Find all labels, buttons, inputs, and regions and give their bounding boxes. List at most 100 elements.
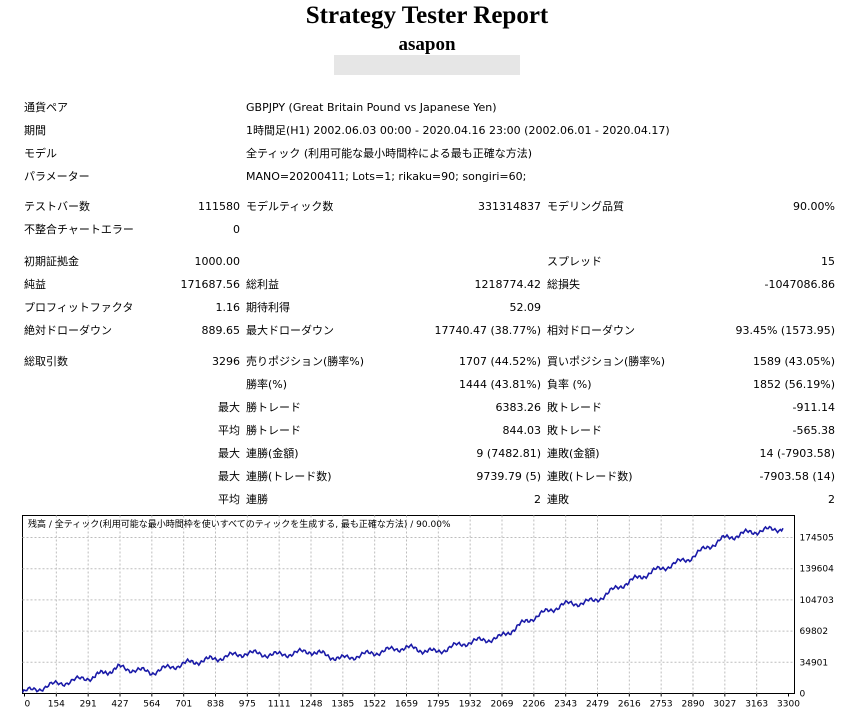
ticks-value: 331314837 (478, 200, 541, 213)
spread-value: 15 (821, 255, 835, 268)
x-tick-label: 1932 (459, 700, 482, 710)
x-tick-label: 2343 (554, 700, 577, 710)
ticks-label: モデルティック数 (246, 200, 334, 213)
x-axis-ticks: 0 154 291 427 564 701 838 975 1111 1248 1385 1522 16… (24, 693, 800, 710)
abs-drawdown-label: 絶対ドローダウン (24, 324, 112, 337)
gross-profit-label: 総利益 (246, 278, 279, 291)
x-tick-label: 1111 (268, 700, 291, 710)
errors-value: 0 (233, 223, 240, 236)
redacted-field (334, 55, 520, 75)
largest-win-label: 勝トレード (246, 401, 301, 414)
loss-rate-value: 1852 (56.19%) (752, 378, 835, 391)
period-label: 期間 (24, 124, 46, 137)
profit-factor-label: プロフィットファクタ (24, 301, 134, 314)
gross-loss-value: -1047086.86 (764, 278, 835, 291)
balance-chart: 0 154 291 427 564 701 838 975 1111 1248 1385 1522 16… (22, 515, 835, 710)
avg-loss-value: -565.38 (792, 424, 835, 437)
report-title: Strategy Tester Report (305, 2, 549, 29)
x-tick-label: 1659 (395, 700, 418, 710)
net-profit-value: 171687.56 (180, 278, 241, 291)
expected-payoff-label: 期待利得 (246, 301, 290, 314)
deposit-label: 初期証拠金 (24, 255, 79, 268)
errors-label: 不整合チャートエラー (24, 223, 134, 236)
symbol-value: GBPJPY (Great Britain Pound vs Japanese … (246, 101, 497, 114)
short-positions-value: 1707 (44.52%) (458, 355, 541, 368)
quality-label: モデリング品質 (547, 200, 624, 213)
cons-profit-label: 連勝(トレード数) (246, 470, 332, 483)
chart-plot-frame (22, 515, 795, 694)
avg-win-value: 844.03 (502, 424, 542, 437)
y-tick-label: 139604 (800, 565, 835, 575)
abs-drawdown-value: 889.65 (201, 324, 241, 337)
model-label: モデル (24, 147, 57, 160)
loss-rate-label: 負率 (%) (547, 378, 592, 391)
largest-loss-value: -911.14 (792, 401, 835, 414)
x-tick-label: 427 (111, 700, 128, 710)
x-tick-label: 1522 (363, 700, 386, 710)
balance-series-line (22, 525, 784, 693)
y-tick-label: 34901 (800, 658, 829, 668)
average-word: 平均 (218, 424, 240, 437)
x-tick-label: 975 (239, 700, 256, 710)
y-tick-label: 174505 (800, 534, 834, 544)
cons-wins-label: 連勝(金額) (246, 447, 299, 460)
cons-wins-value: 9 (7482.81) (476, 447, 541, 460)
x-tick-label: 701 (175, 700, 192, 710)
max-word: 最大 (218, 470, 240, 483)
profit-factor-value: 1.16 (215, 301, 241, 314)
total-trades-value: 3296 (212, 355, 240, 368)
average-word: 平均 (218, 493, 240, 506)
x-tick-label: 564 (143, 700, 160, 710)
avg-cons-losses-value: 2 (828, 493, 835, 506)
long-positions-value: 1589 (43.05%) (752, 355, 835, 368)
x-tick-label: 2479 (586, 700, 609, 710)
rel-drawdown-label: 相対ドローダウン (547, 324, 635, 337)
cons-profit-value: 9739.79 (5) (476, 470, 541, 483)
x-tick-label: 0 (25, 700, 31, 710)
win-rate-label: 勝率(%) (246, 378, 288, 391)
account-name: asapon (398, 34, 456, 55)
gross-loss-label: 総損失 (547, 278, 580, 291)
x-tick-label: 3300 (777, 700, 800, 710)
avg-cons-wins-value: 2 (534, 493, 541, 506)
spread-label: スプレッド (547, 255, 602, 268)
largest-win-value: 6383.26 (495, 401, 542, 414)
x-tick-label: 838 (207, 700, 224, 710)
cons-losses-value: 14 (-7903.58) (759, 447, 835, 460)
x-tick-label: 2753 (650, 700, 673, 710)
avg-cons-wins-label: 連勝 (246, 493, 268, 506)
params-label: パラメーター (24, 170, 90, 183)
x-tick-label: 154 (48, 700, 65, 710)
max-drawdown-label: 最大ドローダウン (246, 324, 334, 337)
x-tick-label: 2890 (682, 700, 705, 710)
symbol-label: 通貨ペア (24, 101, 68, 114)
bars-value: 111580 (198, 200, 240, 213)
model-value: 全ティック (利用可能な最小時間枠による最も正確な方法) (246, 147, 533, 160)
rel-drawdown-value: 93.45% (1573.95) (735, 324, 835, 337)
x-tick-label: 291 (80, 700, 97, 710)
gross-profit-value: 1218774.42 (474, 278, 541, 291)
x-tick-label: 2616 (618, 700, 641, 710)
avg-win-label: 勝トレード (246, 424, 301, 437)
params-value: MANO=20200411; Lots=1; rikaku=90; songir… (246, 170, 527, 183)
largest-loss-label: 敗トレード (547, 401, 602, 414)
x-tick-label: 1385 (331, 700, 354, 710)
period-value: 1時間足(H1) 2002.06.03 00:00 - 2020.04.16 2… (246, 124, 670, 137)
max-word: 最大 (218, 447, 240, 460)
expected-payoff-value: 52.09 (509, 301, 542, 314)
x-tick-label: 3163 (745, 700, 768, 710)
y-tick-label: 104703 (800, 596, 834, 606)
max-drawdown-value: 17740.47 (38.77%) (434, 324, 541, 337)
cons-loss-value: -7903.58 (14) (759, 470, 835, 483)
long-positions-label: 買いポジション(勝率%) (547, 355, 666, 368)
bars-label: テストバー数 (24, 200, 90, 213)
cons-loss-label: 連敗(トレード数) (547, 470, 633, 483)
x-tick-label: 3027 (713, 700, 736, 710)
avg-loss-label: 敗トレード (547, 424, 602, 437)
net-profit-label: 純益 (24, 278, 46, 291)
x-tick-label: 2206 (522, 700, 545, 710)
quality-value: 90.00% (793, 200, 835, 213)
total-trades-label: 総取引数 (24, 355, 68, 368)
y-axis-ticks: 174505 139604 104703 69802 34901 0 (800, 534, 835, 700)
short-positions-label: 売りポジション(勝率%) (246, 355, 365, 368)
